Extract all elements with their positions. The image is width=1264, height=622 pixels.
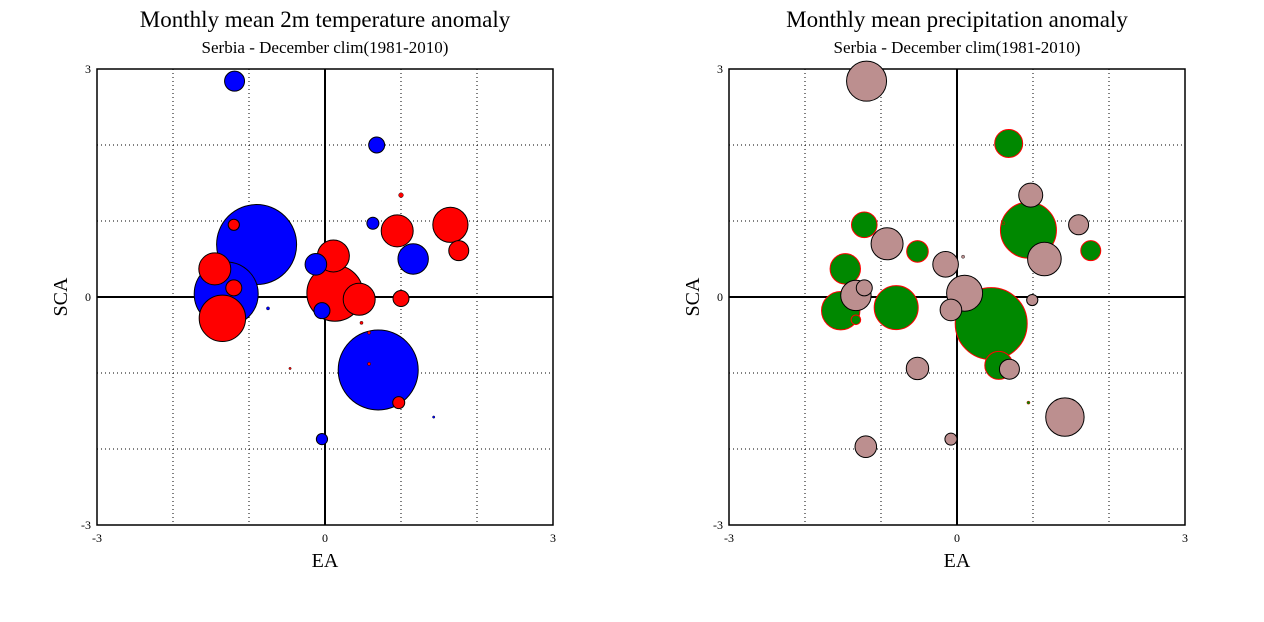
data-point-negative: [1018, 182, 1044, 208]
y-tick-min: -3: [713, 518, 723, 532]
temperature-anomaly-chart: Monthly mean 2m temperature anomaly Serb…: [50, 7, 556, 572]
x-tick-zero: 0: [954, 531, 960, 545]
data-point-positive: [1001, 221, 1006, 226]
data-point-negative: [905, 356, 930, 381]
data-point-positive: [359, 321, 364, 325]
data-point-positive: [873, 285, 919, 331]
data-points: [193, 70, 470, 446]
x-tick-max: 3: [1182, 531, 1188, 545]
data-point-positive: [850, 211, 878, 239]
data-point-positive: [198, 252, 232, 286]
data-point-negative: [315, 433, 329, 446]
data-point-negative: [855, 279, 873, 297]
data-point-positive: [367, 362, 371, 366]
x-tick-min: -3: [92, 531, 102, 545]
data-point-positive: [398, 192, 404, 198]
chart-title: Monthly mean 2m temperature anomaly: [140, 7, 511, 32]
data-point-positive: [392, 396, 406, 410]
data-point-positive: [1026, 400, 1031, 405]
data-point-negative: [1045, 397, 1085, 437]
data-point-positive: [227, 218, 240, 231]
data-point-negative: [397, 243, 429, 275]
data-point-negative: [944, 432, 958, 446]
y-axis-label: SCA: [682, 277, 704, 316]
y-tick-min: -3: [81, 518, 91, 532]
data-point-positive: [1080, 240, 1102, 262]
data-point-negative: [313, 302, 331, 320]
data-point-positive: [380, 214, 414, 248]
data-point-negative: [337, 329, 419, 411]
x-axis-label: EA: [944, 550, 971, 572]
data-point-positive: [288, 367, 292, 370]
data-point-negative: [368, 136, 386, 154]
x-tick-min: -3: [724, 531, 734, 545]
data-point-positive: [225, 279, 243, 297]
data-point-negative: [1068, 214, 1090, 236]
data-point-positive: [367, 330, 371, 335]
chart-subtitle: Serbia - December clim(1981-2010): [834, 38, 1081, 57]
data-point-negative: [1026, 293, 1039, 307]
chart-title: Monthly mean precipitation anomaly: [786, 7, 1128, 32]
data-point-negative: [932, 251, 959, 278]
data-point-positive: [448, 240, 470, 262]
data-point-positive: [198, 294, 247, 342]
data-point-positive: [850, 314, 862, 326]
precipitation-anomaly-chart: Monthly mean precipitation anomaly Serbi…: [682, 7, 1188, 572]
y-tick-max: 3: [717, 62, 723, 76]
data-point-negative: [266, 306, 270, 311]
data-point-positive: [432, 206, 469, 243]
data-point-negative: [366, 216, 380, 230]
x-axis-label: EA: [312, 550, 339, 572]
data-point-positive: [829, 253, 861, 285]
data-point-positive: [906, 240, 929, 263]
data-point-positive: [342, 282, 376, 316]
y-tick-max: 3: [85, 62, 91, 76]
data-point-negative: [870, 227, 904, 261]
x-tick-max: 3: [550, 531, 556, 545]
data-point-negative: [998, 358, 1020, 380]
data-point-positive: [392, 290, 410, 308]
data-points: [821, 60, 1102, 459]
x-tick-zero: 0: [322, 531, 328, 545]
y-tick-zero: 0: [85, 290, 91, 304]
data-point-positive: [994, 128, 1024, 158]
data-point-negative: [961, 254, 965, 259]
data-point-negative: [224, 70, 246, 92]
data-point-negative: [304, 253, 328, 276]
y-tick-zero: 0: [717, 290, 723, 304]
data-point-negative: [939, 298, 963, 322]
data-point-negative: [854, 435, 878, 459]
data-point-negative: [432, 415, 436, 419]
chart-subtitle: Serbia - December clim(1981-2010): [202, 38, 449, 57]
data-point-negative: [1027, 241, 1062, 277]
y-axis-label: SCA: [50, 277, 72, 316]
data-point-negative: [846, 60, 888, 102]
